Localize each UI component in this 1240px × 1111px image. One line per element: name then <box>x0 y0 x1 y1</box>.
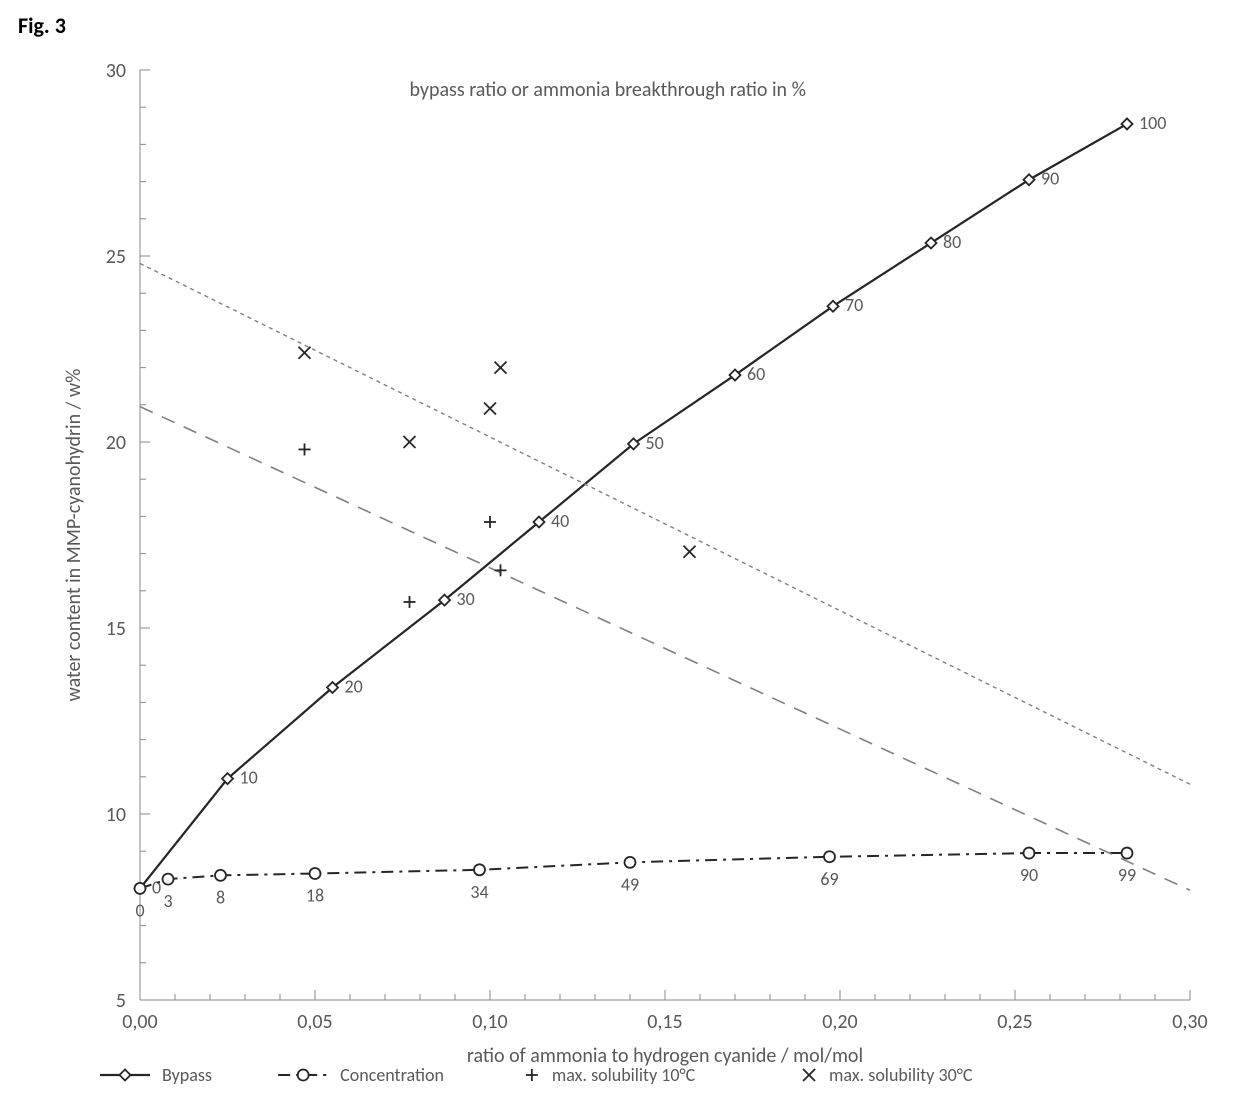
point-label-concentration: 8 <box>216 886 225 908</box>
point-label-bypass: 10 <box>240 767 258 789</box>
y-tick-label: 20 <box>106 431 126 455</box>
point-label-concentration: 99 <box>1118 864 1136 886</box>
trend-line-sol10 <box>140 407 1190 891</box>
chart-annotation: bypass ratio or ammonia breakthrough rat… <box>410 78 806 102</box>
point-label-concentration: 18 <box>306 885 324 907</box>
point-label-bypass: 90 <box>1041 168 1059 190</box>
y-axis-title: water content in MMP-cyanohydrin / w% <box>62 369 86 702</box>
marker-diamond <box>1122 118 1133 129</box>
point-label-bypass: 30 <box>457 588 475 610</box>
marker-circle <box>824 851 835 862</box>
trend-line-sol30 <box>140 263 1190 784</box>
marker-circle <box>135 883 146 894</box>
y-tick-label: 10 <box>106 803 126 827</box>
point-label-bypass: 40 <box>551 510 569 532</box>
point-label-bypass: 50 <box>646 432 664 454</box>
x-tick-label: 0,15 <box>647 1010 682 1034</box>
point-label-concentration: 0 <box>135 899 144 921</box>
x-tick-label: 0,30 <box>1172 1010 1207 1034</box>
y-tick-label: 25 <box>106 245 126 269</box>
x-tick-label: 0,10 <box>472 1010 507 1034</box>
point-label-bypass: 70 <box>845 294 863 316</box>
series-line-bypass <box>140 124 1127 888</box>
y-tick-label: 5 <box>116 989 126 1013</box>
x-tick-label: 0,25 <box>997 1010 1032 1034</box>
marker-circle <box>310 868 321 879</box>
point-label-bypass: 80 <box>943 231 961 253</box>
point-label-bypass: 60 <box>747 363 765 385</box>
marker-circle <box>1122 848 1133 859</box>
legend-label-sol10: max. solubility 10°C <box>552 1064 696 1086</box>
y-tick-label: 15 <box>106 617 126 641</box>
marker-diamond <box>926 237 937 248</box>
legend-label-bypass: Bypass <box>162 1064 212 1086</box>
marker-circle <box>474 864 485 875</box>
marker-circle <box>625 857 636 868</box>
x-tick-label: 0,20 <box>822 1010 857 1034</box>
point-label-concentration: 69 <box>820 868 838 890</box>
marker-circle <box>298 1070 309 1081</box>
point-label-bypass: 100 <box>1139 112 1166 134</box>
point-label-bypass: 20 <box>345 676 363 698</box>
chart-svg: 0,000,050,100,150,200,250,30ratio of amm… <box>0 0 1240 1111</box>
marker-diamond <box>120 1070 131 1081</box>
x-tick-label: 0,00 <box>122 1010 157 1034</box>
point-label-concentration: 90 <box>1020 864 1038 886</box>
point-label-concentration: 34 <box>470 881 488 903</box>
legend-label-concentration: Concentration <box>340 1064 444 1086</box>
marker-circle <box>1024 848 1035 859</box>
x-tick-label: 0,05 <box>297 1010 332 1034</box>
marker-circle <box>215 870 226 881</box>
point-label-bypass: 0 <box>152 876 161 898</box>
legend-label-sol30: max. solubility 30°C <box>829 1064 973 1086</box>
y-tick-label: 30 <box>106 59 126 83</box>
point-label-concentration: 3 <box>163 890 172 912</box>
marker-circle <box>163 874 174 885</box>
point-label-concentration: 49 <box>621 873 639 895</box>
figure-label: Fig. 3 <box>18 12 66 39</box>
marker-diamond <box>1024 174 1035 185</box>
